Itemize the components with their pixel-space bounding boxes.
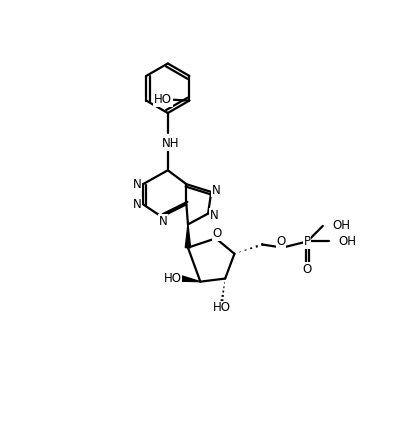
Text: O: O [276, 235, 286, 248]
Text: NH: NH [162, 138, 180, 150]
Text: HO: HO [154, 93, 172, 106]
Text: O: O [303, 263, 312, 276]
Text: OH: OH [332, 219, 350, 233]
Text: N: N [159, 215, 168, 228]
Text: N: N [212, 184, 220, 197]
Text: OH: OH [338, 235, 356, 248]
Text: P: P [304, 235, 311, 248]
Text: N: N [132, 198, 141, 211]
Text: HO: HO [164, 272, 182, 285]
Polygon shape [185, 225, 190, 248]
Text: HO: HO [213, 302, 231, 314]
Text: O: O [213, 227, 222, 240]
Text: N: N [210, 209, 219, 222]
Polygon shape [181, 276, 200, 282]
Text: N: N [132, 178, 141, 191]
